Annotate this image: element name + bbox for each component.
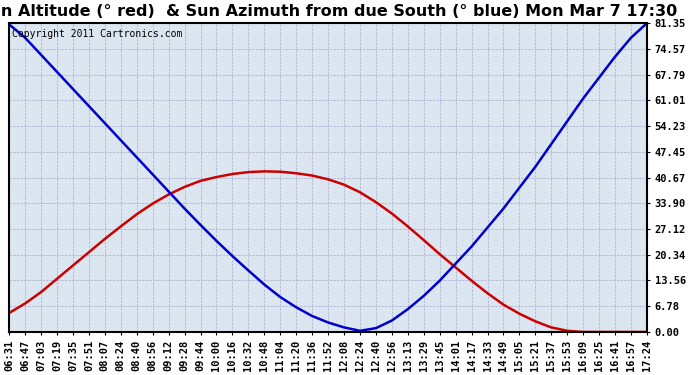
Title: Sun Altitude (° red)  & Sun Azimuth from due South (° blue) Mon Mar 7 17:30: Sun Altitude (° red) & Sun Azimuth from … [0,4,678,19]
Text: Copyright 2011 Cartronics.com: Copyright 2011 Cartronics.com [12,29,183,39]
